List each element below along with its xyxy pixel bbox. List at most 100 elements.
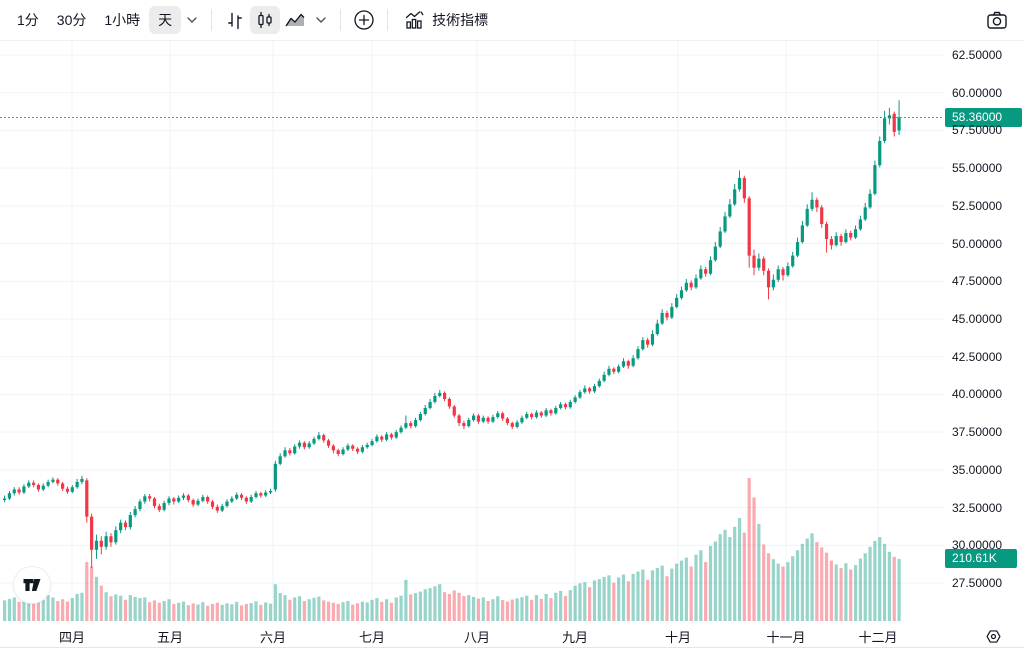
volume-bar [322, 600, 326, 621]
candle-body [360, 447, 364, 452]
candle-body [109, 536, 113, 543]
candlestick-chart[interactable] [0, 41, 944, 622]
volume-bar [612, 582, 616, 621]
chart-settings-button[interactable] [982, 625, 1004, 647]
candle-body [588, 388, 592, 392]
volume-bar [273, 584, 277, 621]
interval-dropdown-button[interactable] [181, 6, 203, 34]
price-tick-label: 50.00000 [952, 236, 1003, 251]
candle-body [737, 177, 742, 190]
candle-body [834, 236, 838, 246]
volume-bar [346, 600, 350, 621]
volume-bar [148, 602, 152, 621]
volume-bar [65, 601, 70, 621]
candle-body [326, 440, 331, 446]
candle-body [167, 498, 171, 504]
candle-body [433, 395, 437, 402]
volume-bar [626, 581, 630, 621]
candle-body [230, 498, 234, 502]
volume-bar [413, 593, 418, 621]
volume-bar [520, 597, 524, 621]
volume-bar [805, 538, 809, 621]
candle-body [22, 486, 26, 493]
candle-body [452, 406, 456, 416]
volume-bar [544, 593, 548, 621]
bars-icon [225, 10, 245, 30]
volume-bar [839, 568, 843, 621]
interval-30min-button[interactable]: 30分 [48, 6, 96, 34]
volume-bar [128, 595, 132, 621]
candle-body [244, 497, 248, 502]
volume-bar [554, 592, 558, 621]
interval-day-button[interactable]: 天 [149, 6, 182, 34]
volume-bar [259, 604, 263, 621]
volume-bar [61, 599, 65, 621]
chart-toolbar: 1分 30分 1小時 天 [0, 0, 1024, 41]
volume-bar [834, 564, 838, 621]
candle-body [501, 413, 505, 419]
candles-icon [255, 10, 275, 30]
chart-type-bars-button[interactable] [220, 6, 250, 34]
volume-bar [235, 601, 239, 621]
volume-bar [360, 601, 364, 621]
candle-body [704, 269, 708, 274]
candle-body [322, 435, 326, 441]
compare-add-button[interactable] [349, 6, 379, 34]
volume-bar [728, 537, 732, 621]
volume-bar [12, 597, 16, 621]
candle-body [810, 199, 814, 209]
price-tick-label: 40.00000 [952, 387, 1003, 402]
candle-body [839, 236, 843, 243]
candle-body [220, 506, 224, 511]
month-label: 十月 [664, 630, 692, 645]
volume-bar [423, 589, 427, 621]
candle-body [491, 417, 495, 422]
candle-body [404, 423, 408, 428]
candle-body [621, 361, 626, 367]
chart-pane[interactable] [0, 41, 944, 622]
candle-body [626, 361, 630, 366]
candle-body [46, 481, 50, 486]
candle-body [273, 463, 277, 490]
candle-body [665, 312, 669, 318]
volume-bar [655, 568, 659, 621]
candle-body [762, 258, 766, 271]
chart-type-candles-button[interactable] [250, 6, 281, 34]
candle-body [191, 500, 195, 505]
volume-bar [293, 597, 297, 621]
volume-bar [433, 586, 437, 621]
candle-body [447, 398, 452, 407]
chart-type-dropdown-button[interactable] [310, 6, 332, 34]
volume-bar [457, 592, 461, 621]
candle-body [365, 444, 369, 448]
volume-bar [747, 477, 751, 621]
volume-bar [191, 603, 195, 621]
toolbar-divider [387, 9, 389, 31]
interval-1min-button[interactable]: 1分 [8, 6, 48, 34]
volume-bar [36, 598, 41, 621]
volume-bar [858, 558, 862, 621]
indicators-button[interactable]: 技術指標 [396, 6, 496, 34]
toolbar-divider [340, 9, 342, 31]
chart-type-area-button[interactable] [280, 6, 310, 34]
candle-body [471, 415, 476, 421]
tradingview-logo[interactable] [13, 566, 51, 604]
volume-bar [549, 598, 553, 621]
candle-body [331, 445, 335, 451]
volume-bar [708, 545, 713, 621]
candle-body [423, 408, 427, 415]
snapshot-button[interactable] [982, 6, 1012, 34]
volume-bar [288, 599, 292, 621]
candle-body [162, 503, 166, 510]
price-tick-label: 62.50000 [952, 48, 1003, 62]
time-axis[interactable]: 四月 五月 六月 七月 八月 九月 十月 十一月 十二月 [0, 622, 1024, 648]
candle-body [757, 258, 761, 268]
volume-bar [578, 583, 582, 621]
volume-bar [491, 599, 495, 621]
interval-1hour-button[interactable]: 1小時 [95, 6, 149, 34]
volume-bar [268, 603, 273, 621]
price-axis[interactable]: 58.36000 210.61K 62.50000 60.00000 57.5000… [944, 41, 1024, 622]
candle-body [157, 506, 161, 510]
month-label: 四月 [58, 630, 86, 645]
candle-body [210, 501, 215, 507]
